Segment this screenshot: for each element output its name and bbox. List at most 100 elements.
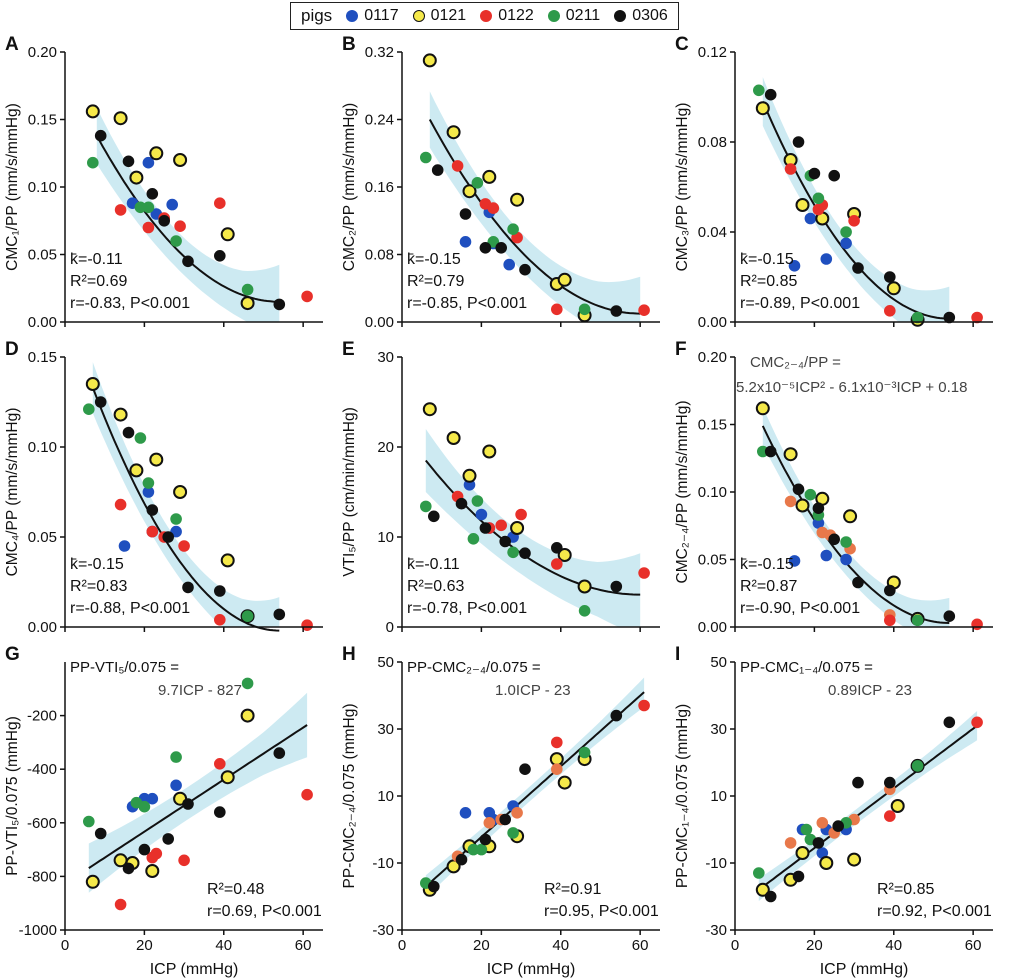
data-point-0211 <box>241 610 254 622</box>
y-tick-label: -10 <box>705 855 727 872</box>
data-point-0306 <box>884 271 896 283</box>
y-tick-label: 0.20 <box>28 44 57 61</box>
data-point-0122 <box>784 163 797 175</box>
legend-swatch-0117 <box>346 10 359 22</box>
stats-text: R²=0.85 <box>740 273 797 290</box>
data-point-0306 <box>182 798 194 810</box>
data-point-0306 <box>428 510 440 523</box>
data-point-0306 <box>764 88 777 101</box>
stats-text: k̄=-0.15 <box>70 556 124 573</box>
x-tick-label: 60 <box>295 937 312 954</box>
data-point-0121 <box>843 509 858 524</box>
equation-line-1: PP-CMC₁₋₄/0.075 = <box>740 659 873 676</box>
data-point-0306 <box>764 445 777 458</box>
data-point-0211 <box>241 283 254 296</box>
data-point-0306 <box>138 843 151 856</box>
panel-letter: E <box>342 339 355 360</box>
legend-item-0122: 0122 <box>480 7 534 25</box>
y-tick-label: 0.24 <box>365 112 394 129</box>
y-tick-label: 10 <box>377 788 394 805</box>
data-point-0306 <box>162 531 174 543</box>
data-point-0306 <box>495 242 508 254</box>
data-point-0121 <box>113 111 128 126</box>
data-point-0306 <box>273 608 286 621</box>
stats-text: r=-0.83, P<0.001 <box>70 295 190 312</box>
y-tick-label: 0.05 <box>698 552 727 569</box>
data-point-0211 <box>138 800 151 813</box>
data-point-0306 <box>499 813 512 826</box>
y-tick-label: 50 <box>710 654 727 671</box>
data-point-orange <box>551 763 563 775</box>
fit-line <box>88 724 308 869</box>
data-point-0121 <box>149 146 164 161</box>
data-point-0306 <box>610 709 623 722</box>
y-tick-label: -10 <box>372 855 394 872</box>
data-point-0117 <box>459 807 472 819</box>
y-tick-label: 0.15 <box>28 112 57 129</box>
fit-line <box>758 724 978 891</box>
legend: pigs 0117 0121 0122 0211 0306 <box>290 2 679 30</box>
data-point-0121 <box>173 153 188 167</box>
data-point-0122 <box>114 898 127 911</box>
x-tick-label: 0 <box>61 937 69 954</box>
data-point-0117 <box>840 553 852 566</box>
x-tick-label: 20 <box>136 937 153 954</box>
data-point-0211 <box>170 235 182 247</box>
data-point-0121 <box>422 402 437 417</box>
data-point-0306 <box>764 890 777 903</box>
data-point-0306 <box>214 250 226 262</box>
x-axis-label: ICP (mmHg) <box>487 961 576 978</box>
stats-text: r=-0.85, P<0.001 <box>407 295 527 312</box>
data-point-0211 <box>753 867 765 879</box>
stats-text: k̄=-0.15 <box>407 251 461 268</box>
data-point-0121 <box>795 498 810 513</box>
data-point-0306 <box>122 862 135 875</box>
data-point-0306 <box>273 747 286 759</box>
x-axis-label: ICP (mmHg) <box>150 961 239 978</box>
y-tick-label: -800 <box>27 868 57 885</box>
data-point-0121 <box>240 708 255 723</box>
data-point-0117 <box>812 517 825 529</box>
data-point-0306 <box>158 215 170 227</box>
y-tick-label: -1000 <box>19 922 57 939</box>
equation-line-2: 0.89ICP - 23 <box>828 682 912 699</box>
data-point-0122 <box>551 303 563 316</box>
confidence-band <box>758 711 978 901</box>
data-point-0306 <box>792 870 805 883</box>
data-point-0306 <box>122 426 135 439</box>
data-point-0122 <box>146 525 159 538</box>
y-tick-label: 10 <box>377 529 394 546</box>
data-point-0306 <box>792 483 805 496</box>
data-point-0121 <box>220 770 235 785</box>
data-point-0122 <box>884 305 896 317</box>
stats-text: R²=0.91 <box>544 881 601 898</box>
data-point-0121 <box>755 401 770 416</box>
y-tick-label: -30 <box>372 922 394 939</box>
data-point-0121 <box>510 521 525 535</box>
data-point-0121 <box>890 799 905 813</box>
data-point-0211 <box>420 500 432 513</box>
data-point-0122 <box>301 290 313 303</box>
data-point-0121 <box>85 874 100 889</box>
data-point-0122 <box>142 221 155 234</box>
panel-F: 0.00 0.05 0.10 0.15 0.20 F CMC₂₋₄/PP (mm/s/mmH… <box>674 339 993 636</box>
x-tick-label: 60 <box>632 937 649 954</box>
data-point-0121 <box>220 553 235 568</box>
legend-label-0306: 0306 <box>632 7 668 24</box>
y-tick-label: 0.00 <box>698 314 727 331</box>
y-axis-label: VTI₅/PP (cm/min/mmHg) <box>341 407 358 577</box>
data-point-0121 <box>557 272 572 287</box>
y-axis-label: PP-CMC₁₋₄/0.075 (mmHg) <box>674 704 691 888</box>
data-point-0211 <box>800 823 813 836</box>
y-tick-label: 0.12 <box>698 44 727 61</box>
data-point-0306 <box>610 305 623 317</box>
data-point-0306 <box>94 129 107 142</box>
data-point-0121 <box>482 444 497 459</box>
y-tick-label: 30 <box>377 349 394 366</box>
data-point-0306 <box>832 820 844 832</box>
y-tick-label: 0.05 <box>28 247 57 264</box>
stats-text: R²=0.63 <box>407 578 464 595</box>
data-point-0211 <box>812 192 825 205</box>
legend-item-0211: 0211 <box>547 7 600 25</box>
